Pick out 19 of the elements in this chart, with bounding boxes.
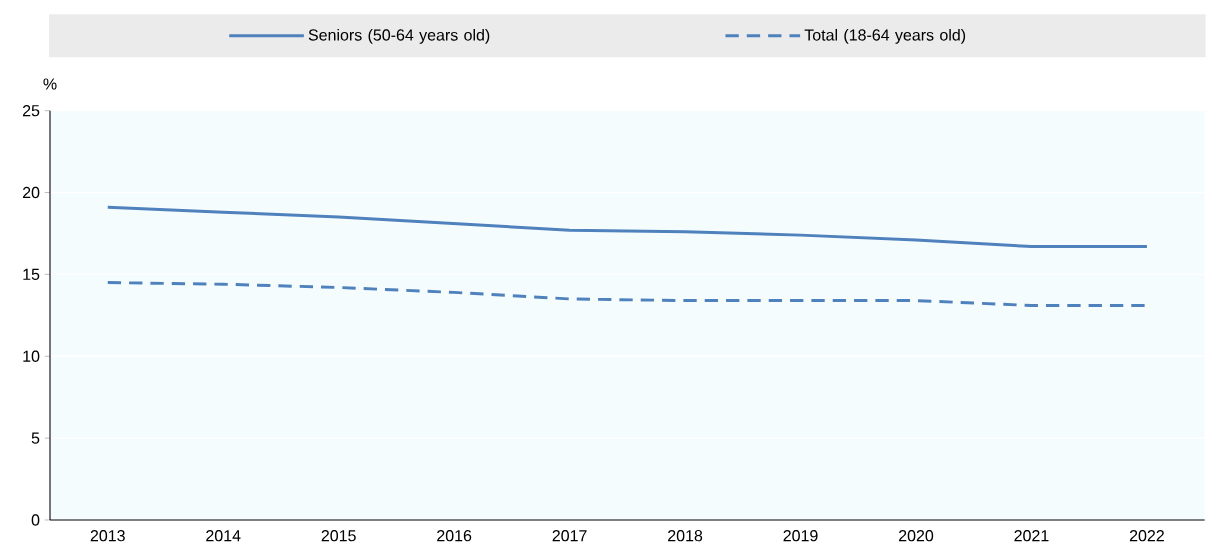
y-axis-title: %	[43, 78, 57, 90]
x-tick-label: 2013	[90, 530, 125, 542]
y-tick-label: 25	[22, 105, 40, 117]
x-tick-label: 2017	[552, 530, 587, 542]
x-tick-label: 2020	[899, 530, 934, 542]
y-tick-label: 5	[31, 432, 40, 444]
y-tick-label: 15	[23, 268, 40, 281]
x-tick-label: 2022	[1129, 530, 1164, 542]
x-tick-label: 2015	[321, 530, 356, 542]
x-tick-label: 2014	[206, 530, 241, 542]
x-tick-label: 2016	[437, 530, 472, 542]
x-tick-label: 2018	[668, 530, 703, 542]
y-tick-label: 20	[22, 187, 40, 199]
legend-label: Total (18-64 years old)	[804, 29, 966, 45]
x-tick-label: 2021	[1014, 530, 1049, 542]
y-tick-label: 0	[31, 514, 40, 526]
legend-label: Seniors (50-64 years old)	[308, 29, 490, 45]
y-tick-label: 10	[23, 350, 40, 363]
x-tick-label: 2019	[783, 530, 818, 542]
